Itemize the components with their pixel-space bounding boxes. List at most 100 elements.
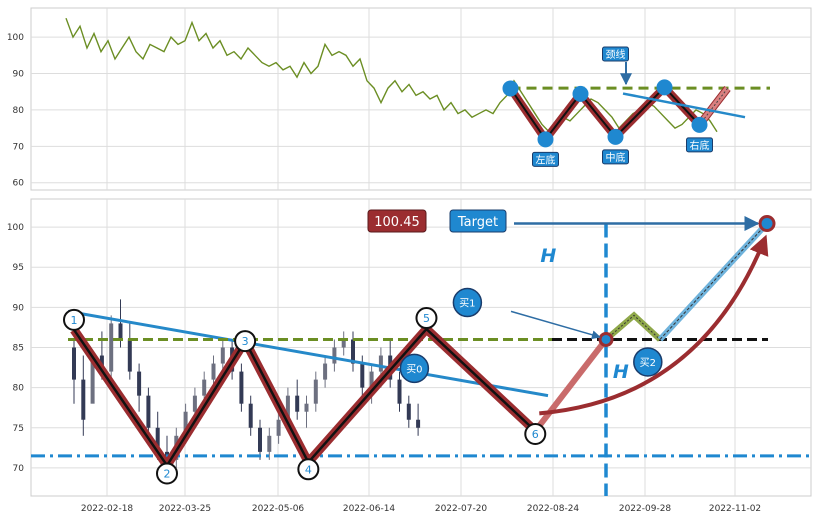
pattern-point-marker <box>156 462 178 485</box>
candle-body <box>304 403 309 412</box>
top-pattern-point <box>502 80 519 97</box>
top-y-tick-label: 70 <box>13 142 25 152</box>
top-label-text: 右底 <box>690 139 710 152</box>
pattern-point-label: 6 <box>532 428 539 441</box>
x-tick-label: 2022-06-14 <box>343 504 396 514</box>
bottom-panel: 2022-02-18 2022-03-25 2022-05-06 2022-06-14… <box>7 198 812 514</box>
bottom-y-tick-label: 70 <box>13 464 25 474</box>
candle-body <box>202 379 207 396</box>
x-tick-label: 2022-03-25 <box>159 504 211 514</box>
candle-body <box>295 395 300 412</box>
top-pattern-point <box>691 116 708 133</box>
projection-target-inner <box>659 223 768 340</box>
bottom-y-tick-label: 75 <box>13 424 24 434</box>
candle-body <box>239 371 244 404</box>
top-panel: 60 70 80 90 100 左底 中底 右底 颈线 <box>7 7 812 191</box>
target-value-text: 100.45 <box>374 215 420 230</box>
pattern-point-label: 5 <box>423 312 430 325</box>
height-label: H <box>613 361 629 383</box>
candle-body <box>109 323 114 372</box>
buy1-callout-arrow <box>510 310 601 340</box>
pattern-point-marker <box>524 422 547 445</box>
candle-body <box>416 419 421 428</box>
candle-body <box>72 347 76 380</box>
candle-body <box>155 427 160 452</box>
candle-body <box>81 379 86 420</box>
target-value-badge <box>367 209 427 233</box>
projection-curve-arrow <box>539 234 769 416</box>
target-label-badge <box>449 209 507 233</box>
top-pattern-point <box>656 79 673 96</box>
candle-body <box>146 395 151 428</box>
height-label: H <box>540 245 556 267</box>
breakout-point <box>598 331 614 347</box>
pattern-point-marker <box>415 307 438 330</box>
x-tick-label: 2022-05-06 <box>252 504 305 514</box>
candle-body <box>276 419 281 436</box>
top-label-text: 中底 <box>606 151 626 164</box>
candle-body <box>397 379 402 404</box>
candle-body <box>351 339 355 364</box>
buy-point-label: 买2 <box>640 357 656 369</box>
candle-body <box>332 347 337 364</box>
top-pattern-point <box>572 85 589 102</box>
candle-body <box>220 347 225 364</box>
candle-body <box>341 339 346 348</box>
projection-retest-inner <box>605 314 661 340</box>
bottom-y-tick-label: 90 <box>13 303 25 313</box>
candle-body <box>378 355 383 372</box>
top-label-box <box>686 137 713 153</box>
candle-body <box>192 395 197 412</box>
x-tick-label: 2022-07-20 <box>435 504 488 514</box>
top-pattern-point <box>537 131 554 148</box>
buy-point-label: 买0 <box>406 363 422 375</box>
target-label-text: Target <box>457 215 498 230</box>
candle-body <box>406 403 411 420</box>
x-tick-label: 2022-02-18 <box>81 504 134 514</box>
top-trend-line <box>622 92 746 119</box>
candle-body <box>323 363 328 380</box>
candle-body <box>267 435 272 452</box>
candle-body <box>137 371 142 396</box>
candle-body <box>313 379 318 404</box>
candle-body <box>90 355 95 404</box>
top-y-tick-label: 80 <box>13 106 25 116</box>
projection-rise <box>532 337 609 433</box>
buy-point-label: 买1 <box>459 298 475 310</box>
top-y-tick-label: 90 <box>13 70 25 80</box>
top-label-text: 颈线 <box>606 48 626 61</box>
pattern-point-marker <box>297 458 320 481</box>
bottom-y-tick-label: 85 <box>13 344 24 354</box>
pattern-point-marker <box>63 308 85 331</box>
x-tick-label: 2022-11-02 <box>709 504 761 514</box>
bottom-y-tick-label: 80 <box>13 384 25 394</box>
bottom-trend-line <box>67 309 549 398</box>
candle-body <box>118 323 123 340</box>
bottom-y-tick-label: 100 <box>7 223 24 233</box>
target-point <box>758 214 776 232</box>
buy-point-marker <box>399 353 430 384</box>
pattern-point-label: 1 <box>71 314 78 327</box>
top-label-box <box>532 151 559 167</box>
buy-point-marker <box>633 347 663 377</box>
pattern-point-marker <box>234 330 257 353</box>
top-y-tick-label: 60 <box>13 179 25 189</box>
candle-body <box>183 411 188 436</box>
x-tick-label: 2022-09-28 <box>619 504 672 514</box>
top-pattern-point <box>607 128 624 145</box>
top-label-text: 左底 <box>536 153 556 166</box>
candle-body <box>127 339 132 372</box>
pattern-point-label: 4 <box>305 463 312 476</box>
buy-point-marker <box>452 287 483 318</box>
top-frame <box>30 7 812 191</box>
top-label-box <box>602 46 629 62</box>
candle-body <box>258 427 262 452</box>
candle-body <box>248 403 253 428</box>
x-tick-label: 2022-08-24 <box>527 504 580 514</box>
price-line <box>65 17 718 133</box>
bottom-pattern-inner <box>72 327 537 468</box>
candle-body <box>360 363 365 388</box>
candle-body <box>369 371 374 388</box>
